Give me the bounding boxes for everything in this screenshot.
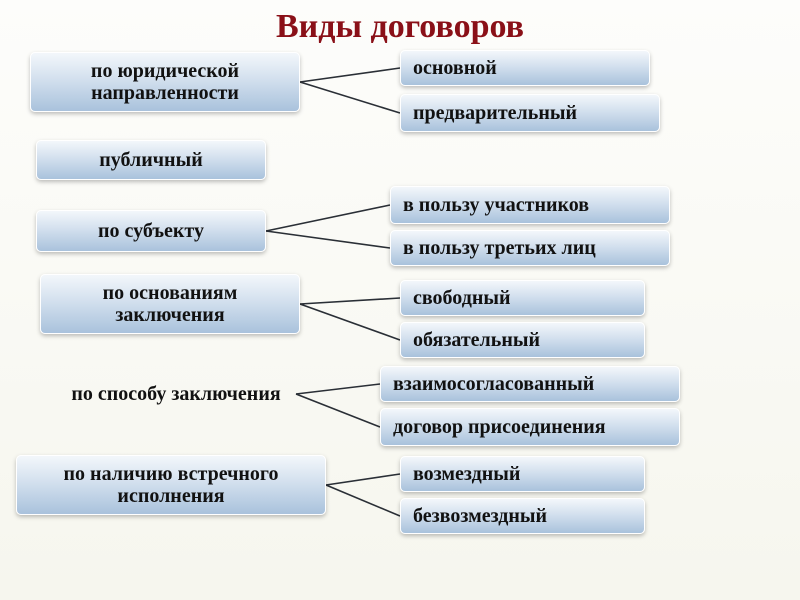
connector-subject-party: [266, 205, 390, 231]
left-box-counter: по наличию встречного исполнения: [16, 455, 326, 515]
right-box-third: в пользу третьих лиц: [390, 230, 670, 266]
connector-subject-third: [266, 231, 390, 248]
left-box-public: публичный: [36, 140, 266, 180]
connector-counter-free2: [326, 485, 400, 516]
connector-grounds-free: [300, 298, 400, 304]
left-box-grounds: по основаниям заключения: [40, 274, 300, 334]
right-box-party: в пользу участников: [390, 186, 670, 224]
right-box-prelim: предварительный: [400, 94, 660, 132]
right-box-free: свободный: [400, 280, 645, 316]
connector-legal-main: [300, 68, 400, 82]
right-box-free2: безвозмездный: [400, 498, 645, 534]
right-box-adhesion: договор присоединения: [380, 408, 680, 446]
right-box-paid: возмездный: [400, 456, 645, 492]
connector-method-adhesion: [296, 394, 380, 427]
connector-counter-paid: [326, 474, 400, 485]
connector-legal-prelim: [300, 82, 400, 113]
left-box-method: по способу заключения: [56, 360, 296, 428]
connector-grounds-oblig: [300, 304, 400, 340]
left-box-legal: по юридической направленности: [30, 52, 300, 112]
right-box-main: основной: [400, 50, 650, 86]
right-box-oblig: обязательный: [400, 322, 645, 358]
right-box-agreed: взаимосогласованный: [380, 366, 680, 402]
diagram-title: Виды договоров: [0, 0, 800, 46]
left-box-subject: по субъекту: [36, 210, 266, 252]
connector-method-agreed: [296, 384, 380, 394]
